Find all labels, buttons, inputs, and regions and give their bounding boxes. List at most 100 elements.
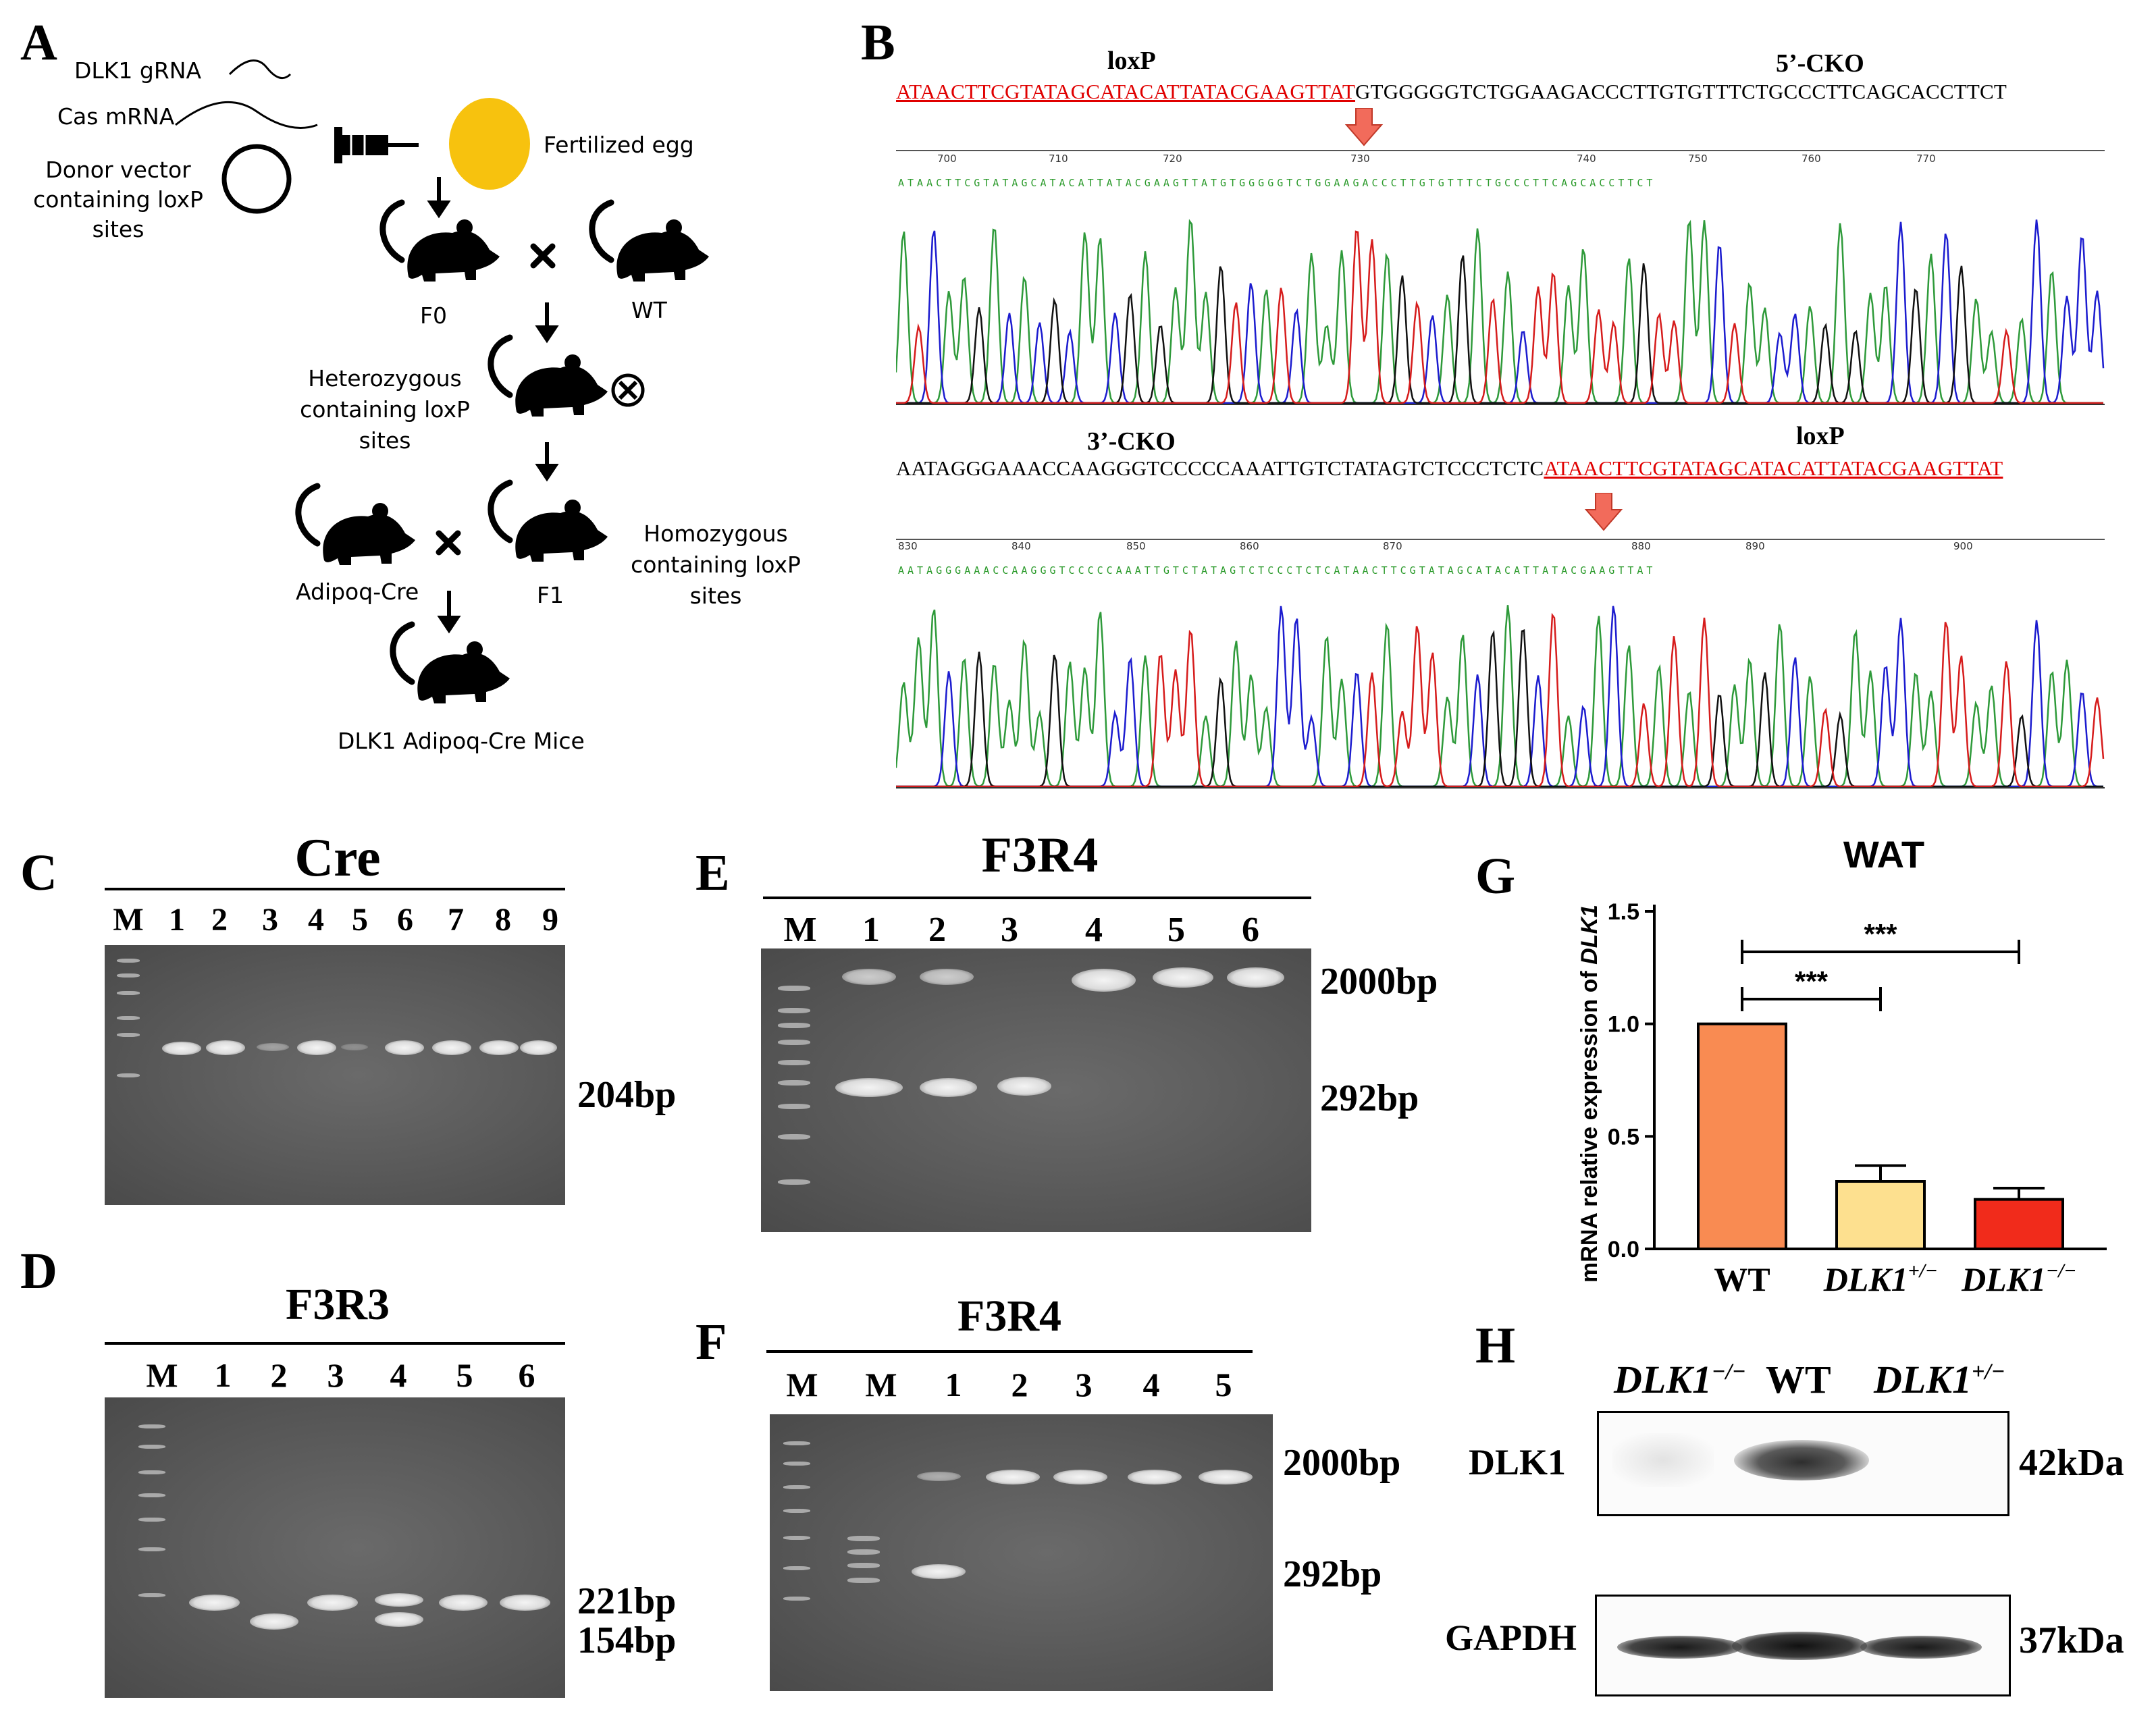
lane-label: M: [146, 1356, 178, 1394]
ladder-band: [847, 1563, 880, 1568]
bottom-tick: 900: [1953, 540, 1973, 552]
bottom-cko-label: 3’-CKO: [1087, 427, 1176, 456]
lane-label: 1: [862, 911, 880, 949]
panel-e-letter: E: [695, 845, 730, 901]
gel-f-size-2: 292bp: [1283, 1553, 1382, 1595]
y-tick-label: 0.5: [1608, 1124, 1639, 1150]
lane-label: M: [786, 1366, 818, 1403]
y-tick-label: 1.5: [1608, 899, 1639, 925]
panel-c-letter: C: [20, 845, 57, 901]
ladder-band: [138, 1547, 165, 1551]
donor-label: Donor vector containing loxP sites: [10, 155, 226, 244]
lane-label: 4: [308, 902, 324, 938]
het-line1: Heterozygous: [308, 365, 462, 392]
trace-line: [896, 605, 2103, 788]
trace-line: [896, 612, 2105, 788]
blot-band: [1617, 1636, 1742, 1659]
top-tick: 760: [1802, 153, 1821, 165]
grna-label: DLK1 gRNA: [74, 57, 202, 84]
gel-e-rule: [763, 897, 1311, 899]
cas-label: Cas mRNA: [57, 103, 175, 130]
gel-f-rule: [766, 1350, 1253, 1353]
bottom-base-calls: AATAGGGAAACCAAGGGTCCCCCAAATTGTCTATAGTCTC…: [898, 564, 1656, 577]
ladder-band: [783, 1462, 810, 1466]
y-tick-label: 0.0: [1608, 1237, 1639, 1262]
donor-line1: Donor vector: [45, 157, 191, 183]
egg-label: Fertilized egg: [544, 132, 694, 158]
top-tick: 710: [1049, 153, 1068, 165]
ladder-band: [778, 1040, 810, 1045]
ladder-band: [778, 1023, 810, 1028]
lane-label: 4: [1142, 1366, 1160, 1403]
ladder-band: [138, 1518, 165, 1522]
ladder-band: [847, 1536, 880, 1541]
bottom-loxp-label: loxP: [1796, 422, 1845, 450]
top-seq-loxp: ATAACTTCGTATAGCATACATTATACGAAGTTAT: [896, 80, 1356, 103]
y-tick-label: 1.0: [1608, 1012, 1639, 1038]
arrows: [427, 177, 559, 634]
lane-label: M: [783, 911, 817, 949]
top-base-calls: ATAACTTCGTATAGCATACATTATACGAAGTTATGTGGGG…: [898, 177, 1656, 189]
gel-e-size-1: 2000bp: [1320, 961, 1438, 1002]
ladder-band: [847, 1578, 880, 1583]
panel-d-letter: D: [20, 1243, 57, 1300]
chart-significance: *** ***: [1741, 918, 2020, 1011]
ladder-band: [117, 1073, 140, 1077]
bottom-tick: 830: [898, 540, 918, 552]
bottom-trace-axis: [896, 539, 2105, 540]
chart-bars: [1697, 1022, 2064, 1251]
lane-label: M: [113, 902, 144, 938]
top-tick: 770: [1916, 153, 1936, 165]
ladder-band: [783, 1509, 810, 1513]
blot-col-ko: DLK1−/−: [1614, 1357, 1746, 1402]
lane-label: 6: [1242, 911, 1259, 949]
gel-band: [997, 1077, 1051, 1096]
ladder-band: [778, 1179, 810, 1185]
lane-label: M: [865, 1366, 897, 1403]
wt-label: WT: [631, 297, 667, 323]
lane-label: 7: [448, 902, 464, 938]
top-seq-flank: GTGGGGGTCTGGAAGACCCTTGTGTTTCTGCCCTTCAGCA…: [1355, 80, 2007, 103]
final-label: DLK1 Adipoq-Cre Mice: [338, 728, 585, 754]
lane-label: 3: [1001, 911, 1018, 949]
homo-label: Homozygous containing loxP sites: [604, 518, 827, 612]
cas-wave: [175, 101, 318, 129]
ladder-band: [847, 1549, 880, 1555]
dlk1-blot: [1597, 1411, 2009, 1516]
ladder-band: [783, 1536, 810, 1540]
lane-label: 2: [928, 911, 946, 949]
ladder-band: [117, 991, 140, 995]
self-cross-icon: [611, 373, 645, 407]
lane-label: 4: [390, 1356, 407, 1394]
ladder-band: [117, 1033, 140, 1037]
gel-band: [189, 1595, 240, 1611]
gel-c-title: Cre: [294, 828, 381, 888]
gel-band: [1072, 969, 1136, 992]
fertilized-egg: [449, 98, 530, 190]
gel-band: [439, 1595, 488, 1611]
gel-c-image: [105, 945, 565, 1205]
ladder-band: [778, 986, 810, 991]
ladder-band: [783, 1566, 810, 1570]
top-cko-label: 5’-CKO: [1776, 49, 1864, 78]
bottom-chromatogram: [896, 605, 2105, 788]
lane-label: 9: [542, 902, 558, 938]
ladder-band: [783, 1597, 810, 1601]
gel-band: [432, 1040, 471, 1055]
chart-title: WAT: [1843, 837, 1924, 876]
ladder-band: [783, 1485, 810, 1489]
ladder-band: [778, 1104, 810, 1109]
trace-line: [896, 230, 2103, 404]
gel-band: [986, 1470, 1040, 1484]
blot-col-het-sup: +/−: [1972, 1359, 2005, 1385]
bottom-junction-arrow-icon: [1584, 493, 1623, 531]
bottom-tick: 890: [1745, 540, 1765, 552]
gel-band: [341, 1044, 368, 1050]
top-sequence: ATAACTTCGTATAGCATACATTATACGAAGTTATGTGGGG…: [896, 80, 2007, 104]
donor-line2: containing loxP sites: [33, 186, 203, 242]
sig-label: ***: [1795, 965, 1829, 997]
bottom-tick: 880: [1631, 540, 1651, 552]
gel-band: [835, 1078, 903, 1097]
ladder-band: [778, 1008, 810, 1013]
gel-d-size-2: 154bp: [577, 1620, 677, 1661]
